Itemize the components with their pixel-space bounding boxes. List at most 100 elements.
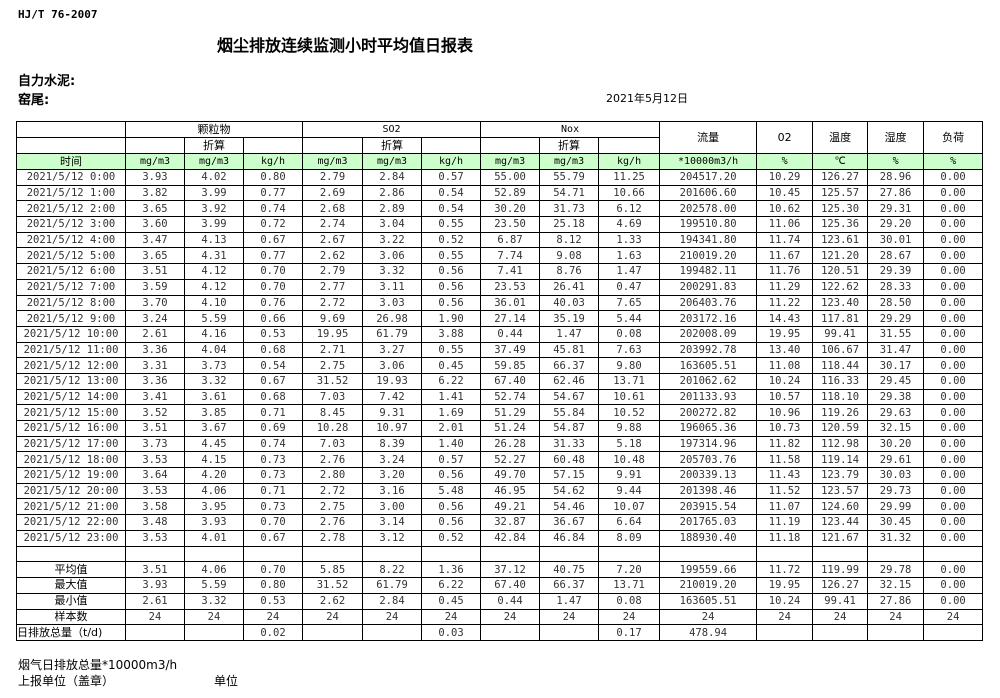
value-cell: 3.31	[125, 357, 185, 374]
value-cell: 3.93	[184, 514, 244, 531]
value-cell: 123.40	[812, 294, 869, 312]
value-cell: 11.76	[756, 263, 814, 280]
value-cell: 35.19	[539, 310, 600, 327]
value-cell: 10.73	[756, 420, 814, 437]
value-cell: 7.03	[302, 435, 364, 453]
unit-cell: %	[923, 153, 984, 170]
summary-value	[867, 624, 925, 642]
blank-cell	[598, 545, 661, 563]
summary-value: 11.72	[756, 561, 814, 578]
page-title: 烟尘排放连续监测小时平均值日报表	[216, 36, 473, 55]
value-cell: 8.45	[302, 404, 364, 421]
summary-row: 最小值 2.61 3.32 0.53 2.62 2.84 0.45 0.44 1.47 0.08 1…	[16, 592, 984, 610]
value-cell: 19.93	[362, 372, 423, 390]
table-row: 2021/5/12 1:00 3.82 3.99 0.77 2.69 2.86 0.54 52…	[16, 184, 984, 202]
summary-value	[756, 624, 814, 642]
time-cell: 2021/5/12 19:00	[16, 467, 126, 484]
table-row: 2021/5/12 20:00 3.53 4.06 0.71 2.72 3.16 5.48 4…	[16, 482, 984, 500]
time-cell: 2021/5/12 12:00	[16, 357, 126, 374]
value-cell: 66.37	[539, 357, 600, 374]
summary-value: 7.20	[598, 561, 661, 578]
value-cell: 3.51	[125, 420, 185, 437]
value-cell: 31.47	[867, 341, 925, 359]
value-cell: 121.67	[812, 529, 869, 547]
summary-value: 3.51	[125, 561, 185, 578]
value-cell: 3.53	[125, 482, 185, 500]
value-cell: 28.50	[867, 294, 925, 312]
summary-value: 2.62	[302, 592, 364, 610]
time-cell: 2021/5/12 22:00	[16, 514, 126, 531]
value-cell: 0.56	[421, 514, 482, 531]
time-cell: 2021/5/12 2:00	[16, 200, 126, 218]
header-blank	[598, 137, 661, 154]
value-cell: 118.44	[812, 357, 869, 374]
summary-value: 27.86	[867, 592, 925, 610]
value-cell: 3.04	[362, 216, 423, 233]
header-load: 负荷	[923, 121, 984, 154]
unit-cell: kg/h	[421, 153, 482, 170]
value-cell: 3.03	[362, 294, 423, 312]
value-cell: 0.67	[242, 231, 304, 249]
value-cell: 3.32	[362, 263, 423, 280]
value-cell: 0.70	[242, 278, 304, 296]
value-cell: 1.33	[598, 231, 661, 249]
value-cell: 49.70	[480, 467, 541, 484]
value-cell: 197314.96	[659, 435, 758, 453]
value-cell: 0.57	[421, 451, 482, 469]
value-cell: 25.18	[539, 216, 600, 233]
value-cell: 11.52	[756, 482, 814, 500]
value-cell: 0.00	[923, 467, 984, 484]
value-cell: 3.16	[362, 482, 423, 500]
value-cell: 3.99	[184, 216, 244, 233]
summary-value: 6.22	[421, 576, 482, 594]
value-cell: 2.89	[362, 200, 423, 218]
value-cell: 0.00	[923, 404, 984, 421]
summary-value	[539, 624, 600, 642]
value-cell: 3.67	[184, 420, 244, 437]
summary-value: 99.41	[812, 592, 869, 610]
value-cell: 3.73	[184, 357, 244, 374]
blank-cell	[421, 545, 482, 563]
value-cell: 0.08	[598, 325, 661, 343]
table-body: 2021/5/12 0:00 3.93 4.02 0.80 2.79 2.84 0.57 55…	[16, 169, 984, 642]
value-cell: 3.64	[125, 467, 185, 484]
summary-value: 29.78	[867, 561, 925, 578]
value-cell: 0.80	[242, 169, 304, 186]
time-cell: 2021/5/12 11:00	[16, 341, 126, 359]
value-cell: 9.80	[598, 357, 661, 374]
value-cell: 201398.46	[659, 482, 758, 500]
value-cell: 10.07	[598, 498, 661, 516]
value-cell: 28.33	[867, 278, 925, 296]
value-cell: 11.58	[756, 451, 814, 469]
summary-value: 67.40	[480, 576, 541, 594]
value-cell: 0.74	[242, 200, 304, 218]
summary-value: 24	[598, 608, 661, 626]
value-cell: 40.03	[539, 294, 600, 312]
value-cell: 0.00	[923, 514, 984, 531]
value-cell: 32.87	[480, 514, 541, 531]
value-cell: 118.10	[812, 388, 869, 406]
summary-value: 66.37	[539, 576, 600, 594]
value-cell: 4.31	[184, 247, 244, 265]
value-cell: 0.00	[923, 451, 984, 469]
summary-value: 0.17	[598, 624, 661, 642]
value-cell: 123.61	[812, 231, 869, 249]
value-cell: 67.40	[480, 372, 541, 390]
summary-value: 0.53	[242, 592, 304, 610]
value-cell: 7.63	[598, 341, 661, 359]
value-cell: 52.74	[480, 388, 541, 406]
value-cell: 8.09	[598, 529, 661, 547]
value-cell: 0.53	[242, 325, 304, 343]
blank-cell	[184, 545, 244, 563]
summary-value: 126.27	[812, 576, 869, 594]
unit-cell: *10000m3/h	[659, 153, 758, 170]
value-cell: 4.01	[184, 529, 244, 547]
summary-value: 13.71	[598, 576, 661, 594]
value-cell: 0.00	[923, 372, 984, 390]
value-cell: 29.63	[867, 404, 925, 421]
summary-value: 24	[362, 608, 423, 626]
table-row: 2021/5/12 21:00 3.58 3.95 0.73 2.75 3.00 0.56 4…	[16, 498, 984, 516]
table-row: 2021/5/12 22:00 3.48 3.93 0.70 2.76 3.14 0.56 3…	[16, 514, 984, 531]
value-cell: 1.47	[539, 325, 600, 343]
summary-value: 24	[125, 608, 185, 626]
